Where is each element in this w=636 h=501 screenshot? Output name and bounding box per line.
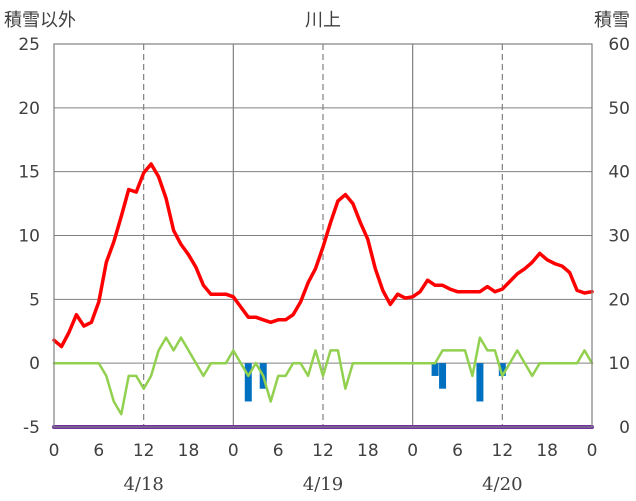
x-tick-label: 6 xyxy=(452,441,463,461)
right-tick-label: 60 xyxy=(608,35,630,55)
right-tick-label: 30 xyxy=(608,227,630,247)
left-tick-label: 20 xyxy=(18,99,40,119)
x-tick-label: 12 xyxy=(133,441,155,461)
chart-title: 川上 xyxy=(305,10,341,31)
x-tick-label: 6 xyxy=(93,441,104,461)
left-tick-label: 25 xyxy=(18,35,40,55)
right-tick-label: 10 xyxy=(608,354,630,374)
right-tick-label: 0 xyxy=(619,418,630,438)
left-tick-label: 15 xyxy=(18,163,40,183)
x-tick-label: 0 xyxy=(228,441,239,461)
x-tick-label: 0 xyxy=(587,441,598,461)
snowfall-bar xyxy=(431,363,439,376)
date-label: 4/19 xyxy=(303,474,343,495)
left-tick-label: 0 xyxy=(29,354,40,374)
tick-labels: -5 0 5 10 15 20 25 0 10 20 30 40 50 60 0 6 12 18 0 6 12 18 0 6 1… xyxy=(18,35,630,495)
grid xyxy=(54,44,592,427)
snowfall-bar xyxy=(476,363,484,402)
x-tick-label: 0 xyxy=(49,441,60,461)
plot-frame xyxy=(53,43,593,428)
left-tick-label: -5 xyxy=(23,418,40,438)
x-tick-label: 18 xyxy=(536,441,558,461)
right-tick-label: 50 xyxy=(608,99,630,119)
x-tick-label: 18 xyxy=(178,441,200,461)
date-label: 4/18 xyxy=(123,474,163,495)
date-label: 4/20 xyxy=(482,474,522,495)
right-axis-label: 積雪 xyxy=(594,10,630,31)
snowfall-bar xyxy=(498,363,506,376)
snowfall-bar xyxy=(244,363,252,402)
x-tick-label: 0 xyxy=(407,441,418,461)
x-tick-label: 12 xyxy=(492,441,514,461)
left-tick-label: 10 xyxy=(18,227,40,247)
right-tick-label: 20 xyxy=(608,290,630,310)
x-tick-label: 18 xyxy=(357,441,379,461)
snowfall-bars xyxy=(244,363,506,402)
x-tick-label: 6 xyxy=(273,441,284,461)
wind-diff-line xyxy=(52,336,594,416)
x-tick-label: 12 xyxy=(312,441,334,461)
right-tick-label: 40 xyxy=(608,163,630,183)
temperature-line xyxy=(52,162,594,349)
left-axis-label: 積雪以外 xyxy=(4,10,76,31)
snowfall-bar xyxy=(439,363,447,389)
left-tick-label: 5 xyxy=(29,290,40,310)
